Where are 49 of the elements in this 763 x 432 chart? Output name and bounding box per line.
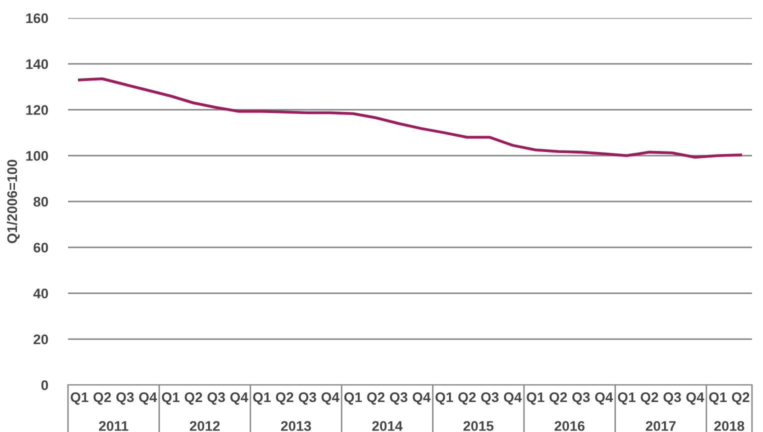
line-series [78, 77, 742, 159]
y-tick-label: 120 [26, 105, 48, 115]
x-tick-label: Q2 [458, 392, 476, 405]
x-tick-label: Q4 [686, 392, 704, 405]
x-tick-label: Q1 [618, 392, 636, 405]
x-tick-label: Q4 [595, 392, 613, 405]
x-tick-label: Q2 [184, 392, 202, 405]
text: 2012 [190, 421, 220, 431]
text: 2017 [646, 421, 676, 431]
y-tick-label: 20 [34, 334, 48, 344]
y-tick-label: 40 [33, 288, 48, 298]
x-tick-label: Q4 [230, 392, 248, 405]
text: 2018 [714, 421, 744, 431]
text: 2014 [372, 421, 403, 431]
x-tick-label: Q1 [70, 392, 88, 405]
x-tick-label: Q4 [139, 392, 157, 405]
x-tick-label: Q3 [116, 392, 134, 405]
x-tick-label: Q1 [253, 392, 271, 405]
x-tick-label: Q1 [526, 392, 544, 405]
y-tick-label: 0 [41, 380, 48, 390]
x-tick-label: Q2 [550, 392, 567, 405]
x-tick-label: Q4 [412, 392, 431, 405]
x-tick-label: Q2 [732, 392, 750, 405]
x-tick-label: Q3 [208, 392, 225, 405]
x-tick-label: Q3 [481, 392, 499, 405]
y-tick-label: 60 [34, 242, 48, 253]
text: 2013 [281, 421, 311, 431]
x-tick-label: Q3 [664, 392, 681, 405]
y-tick-label: 100 [26, 150, 48, 161]
y-tick-label: 80 [34, 196, 48, 207]
x-tick-label: Q1 [344, 392, 362, 405]
text: 2011 [99, 421, 128, 431]
y-axis-title: Q1/2006=100 [6, 160, 20, 244]
x-tick-label: Q1 [162, 392, 180, 405]
x-tick-label: Q1 [709, 392, 727, 405]
x-tick-label: Q4 [322, 392, 340, 405]
x-tick-label: Q3 [572, 392, 590, 405]
x-tick-label: Q4 [504, 392, 522, 405]
x-tick-label: Q3 [390, 392, 408, 405]
x-tick-label: Q3 [298, 392, 316, 405]
x-tick-label: Q2 [367, 392, 385, 405]
text: 2016 [554, 421, 585, 431]
text: 2015 [463, 421, 494, 431]
y-tick-label: 140 [26, 59, 48, 70]
x-tick-label: Q2 [94, 392, 111, 405]
x-tick-label: Q1 [436, 392, 454, 405]
x-tick-label: Q2 [276, 392, 294, 405]
y-tick-label: 160 [26, 13, 48, 24]
x-tick-label: Q2 [640, 392, 658, 405]
